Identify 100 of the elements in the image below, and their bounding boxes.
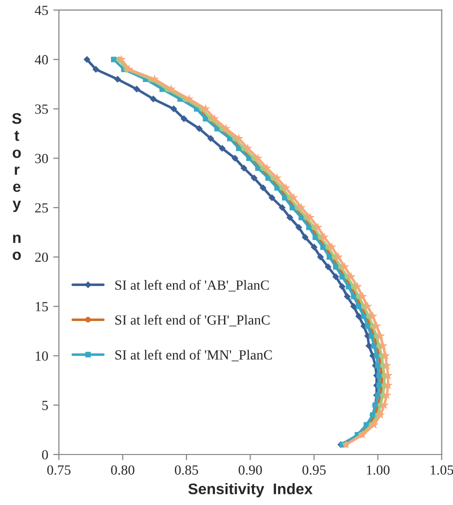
point [253, 153, 263, 162]
x-tick-label: 0.90 [238, 465, 262, 475]
x-tick-label: 0.75 [47, 465, 70, 475]
text: Storey no [12, 113, 22, 260]
point [376, 372, 382, 378]
point [352, 282, 362, 291]
legend-label: SI at left end of 'MN'_PlanC [115, 350, 272, 362]
point [246, 155, 252, 162]
point [234, 134, 244, 142]
x-tick-label: 1.00 [366, 465, 390, 475]
point [306, 212, 315, 222]
point [313, 222, 323, 232]
point [378, 341, 388, 350]
point [133, 86, 140, 93]
x-tick-label: 1.05 [430, 465, 453, 475]
point [346, 272, 356, 281]
y-tick-label: 5 [42, 400, 48, 410]
point [207, 135, 214, 142]
point [92, 66, 100, 73]
point [324, 263, 332, 270]
point [320, 244, 326, 250]
point [290, 204, 296, 210]
point [265, 175, 271, 181]
point [332, 264, 339, 270]
point [302, 234, 309, 241]
point [376, 382, 382, 388]
point [306, 224, 312, 230]
point [312, 234, 318, 240]
point [278, 204, 286, 212]
point [110, 56, 117, 62]
point [339, 274, 345, 280]
point [289, 192, 298, 202]
y-tick-label: 10 [36, 351, 48, 361]
point [282, 194, 288, 201]
point [255, 165, 261, 171]
point [338, 283, 346, 290]
point [376, 410, 386, 419]
point [296, 202, 306, 212]
point [364, 323, 370, 329]
point [358, 430, 368, 439]
y-tick-label: 15 [36, 302, 48, 312]
point [240, 164, 248, 172]
y-tick-label: 25 [35, 203, 48, 213]
y-tick-label: 0 [42, 450, 48, 460]
point [340, 262, 350, 271]
y-tick-label: 35 [35, 104, 48, 114]
point [268, 194, 276, 202]
point [250, 174, 258, 182]
x-tick-label: 0.95 [302, 465, 326, 475]
point [326, 254, 332, 260]
point [262, 163, 272, 172]
point [243, 143, 252, 152]
point [116, 54, 126, 64]
point [374, 352, 380, 359]
point [356, 304, 362, 310]
point [368, 333, 374, 339]
point [114, 76, 122, 83]
point [272, 173, 282, 182]
x-axis-title: Sensitivity Index [188, 483, 313, 498]
point [334, 252, 343, 261]
point [368, 311, 378, 320]
point [218, 144, 226, 152]
point [124, 64, 134, 74]
point [180, 115, 188, 122]
point [369, 420, 379, 429]
point [170, 105, 178, 112]
point [346, 284, 352, 290]
point [210, 114, 220, 123]
point [358, 292, 368, 300]
y-tick-label: 20 [35, 252, 48, 262]
point [201, 104, 210, 113]
point [281, 183, 291, 192]
point [295, 224, 302, 231]
point [232, 154, 238, 162]
point [380, 350, 390, 360]
point [366, 342, 372, 350]
point [350, 294, 356, 300]
point [310, 244, 318, 251]
point [298, 214, 304, 220]
legend-label: SI at left end of 'GH'_PlanC [115, 314, 270, 326]
y-tick-label: 40 [34, 55, 48, 64]
point [166, 84, 176, 94]
point [236, 146, 242, 152]
point [317, 254, 324, 260]
point [150, 96, 157, 102]
y-tick-label: 45 [34, 6, 48, 16]
y-tick-label: 30 [35, 154, 48, 164]
x-tick-label: 0.80 [111, 465, 134, 475]
point [376, 331, 386, 340]
point [372, 321, 382, 330]
point [371, 343, 377, 349]
point [221, 124, 231, 133]
point [361, 313, 367, 320]
point [344, 293, 351, 300]
legend-label: SI at left end of 'AB'_PlanC [115, 280, 269, 292]
x-tick-label: 0.85 [174, 465, 198, 475]
point [380, 400, 389, 410]
point [327, 242, 337, 252]
point [260, 184, 266, 192]
point [363, 302, 372, 310]
